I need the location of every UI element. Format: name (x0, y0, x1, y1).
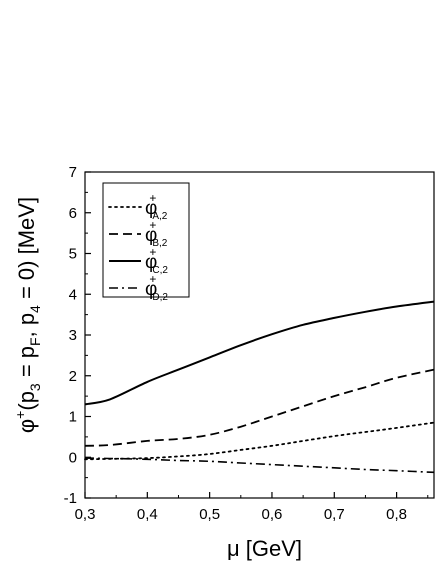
y-tick-label: 6 (69, 205, 77, 222)
y-tick-label: 5 (69, 246, 77, 263)
y-tick-label: 4 (69, 286, 77, 303)
y-title-phi: φ (14, 419, 39, 433)
series-line-a-2 (84, 421, 435, 461)
x-tick-label: 0,5 (199, 506, 220, 523)
series-line-d-2 (84, 457, 435, 474)
y-tick-label: 2 (69, 368, 77, 385)
series-layer (84, 300, 435, 474)
y-title-sub3: 3 (27, 383, 43, 391)
y-tick-label: 1 (69, 409, 77, 426)
legend-label: φ+ A,2 (145, 191, 168, 222)
legend-label: φ+ B,2 (145, 218, 168, 249)
y-title-subF: F (27, 337, 43, 346)
y-title-comma: , p (14, 313, 39, 337)
y-tick-label: 3 (69, 327, 77, 344)
y-title-eq0: = 0) [MeV] (14, 197, 39, 305)
y-title-plus: + (12, 411, 28, 419)
y-title-sub4: 4 (27, 305, 43, 313)
x-tick-label: 0,7 (324, 506, 345, 523)
x-axis-title: μ [GeV] (227, 536, 302, 561)
legend-box (102, 182, 190, 298)
y-axis-title: φ+(p3 = pF, p4 = 0) [MeV] (12, 197, 43, 433)
x-tick-label: 0,3 (75, 506, 96, 523)
y-tick-label: -1 (64, 490, 77, 507)
series-line-c-2 (84, 300, 435, 406)
y-tick-label: 7 (69, 164, 77, 181)
legend-label: φ+ C,2 (145, 245, 168, 276)
x-tick-label: 0,4 (137, 506, 158, 523)
x-tick-label: 0,8 (386, 506, 407, 523)
y-tick-label: 0 (69, 449, 77, 466)
legend: φ+ A,2φ+ B,2φ+ C,2φ+ D,2 (102, 182, 190, 303)
y-title-open: (p (14, 391, 39, 411)
x-tick-label: 0,6 (262, 506, 283, 523)
x-axis: 0,3 0,4 0,5 0,6 0,7 0,8 (75, 492, 429, 523)
legend-label: φ+ D,2 (145, 272, 168, 303)
y-axis: -1 0 1 2 3 4 5 6 7 (64, 164, 91, 507)
y-title-eq1: = p (14, 346, 39, 383)
series-line-b-2 (84, 368, 435, 447)
